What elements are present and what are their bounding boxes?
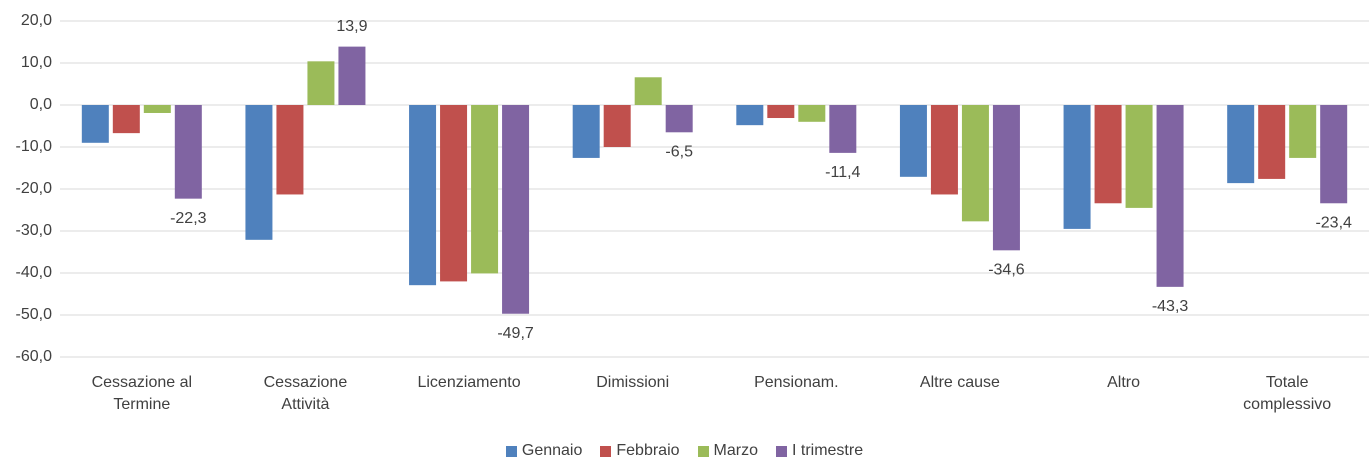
bar [1125,105,1153,208]
legend-label: Febbraio [616,442,680,459]
y-tick-label: -30,0 [16,222,53,239]
bar [1227,105,1255,184]
x-tick-label: Dimissioni [596,374,670,391]
y-tick-label: -60,0 [16,348,53,365]
x-tick-label: Licenziamento [417,374,521,391]
y-tick-label: 20,0 [21,12,52,29]
legend-swatch [697,445,709,457]
bar [440,105,468,282]
x-tick-label: Pensionam. [754,374,839,391]
y-tick-label: -40,0 [16,264,53,281]
data-label: -34,6 [988,262,1025,279]
bar [572,105,600,158]
data-label: -6,5 [665,144,693,161]
bar [634,77,662,105]
bar [81,105,109,143]
bar [736,105,764,126]
y-tick-label: -20,0 [16,180,53,197]
bar [603,105,631,147]
legend-item: Febbraio [600,442,680,460]
legend-swatch [505,445,517,457]
legend-label: I trimestre [791,442,864,459]
y-tick-label: -10,0 [16,138,53,155]
legend-swatch [775,445,787,457]
x-tick-label: Altro [1107,374,1141,391]
legend-item: I trimestre [775,442,864,460]
bar [276,105,304,195]
legend-swatch [600,445,612,457]
legend: Gennaio Febbraio Marzo I trimestre [0,442,1369,460]
bar [174,105,202,199]
bar [338,46,366,105]
bar [143,105,171,113]
data-label: -11,4 [825,164,860,181]
bar [899,105,927,177]
y-tick-label: -50,0 [16,306,53,323]
bar [665,105,693,133]
legend-label: Gennaio [521,442,583,459]
legend-item: Marzo [697,442,758,460]
data-label: -22,3 [170,210,207,227]
bar [307,61,335,105]
y-tick-label: 0,0 [30,96,52,113]
bar [992,105,1020,251]
bar [961,105,989,222]
x-tick-label: Totale complessivo [1243,374,1332,413]
bar [502,105,530,314]
bar [471,105,499,274]
bar [1289,105,1317,158]
legend-label: Marzo [713,442,758,459]
data-label: -23,4 [1315,214,1352,231]
x-tick-label: Altre cause [919,374,1000,391]
x-tick-label: Cessazione Attività [263,374,348,413]
bar [1320,105,1348,204]
bar [798,105,826,122]
bar [930,105,958,195]
bar [1258,105,1286,179]
data-label: -49,7 [497,325,534,342]
y-tick-label: 10,0 [21,54,52,71]
bar [409,105,437,286]
legend-item: Gennaio [505,442,583,460]
data-label: -43,3 [1152,298,1189,315]
bar [829,105,857,153]
bar [1094,105,1122,204]
bar [767,105,795,119]
bar [1156,105,1184,287]
data-label: 13,9 [336,18,367,35]
bar [245,105,273,240]
bar [1063,105,1091,229]
bar [112,105,140,134]
x-tick-label: Cessazione al Termine [91,374,193,413]
